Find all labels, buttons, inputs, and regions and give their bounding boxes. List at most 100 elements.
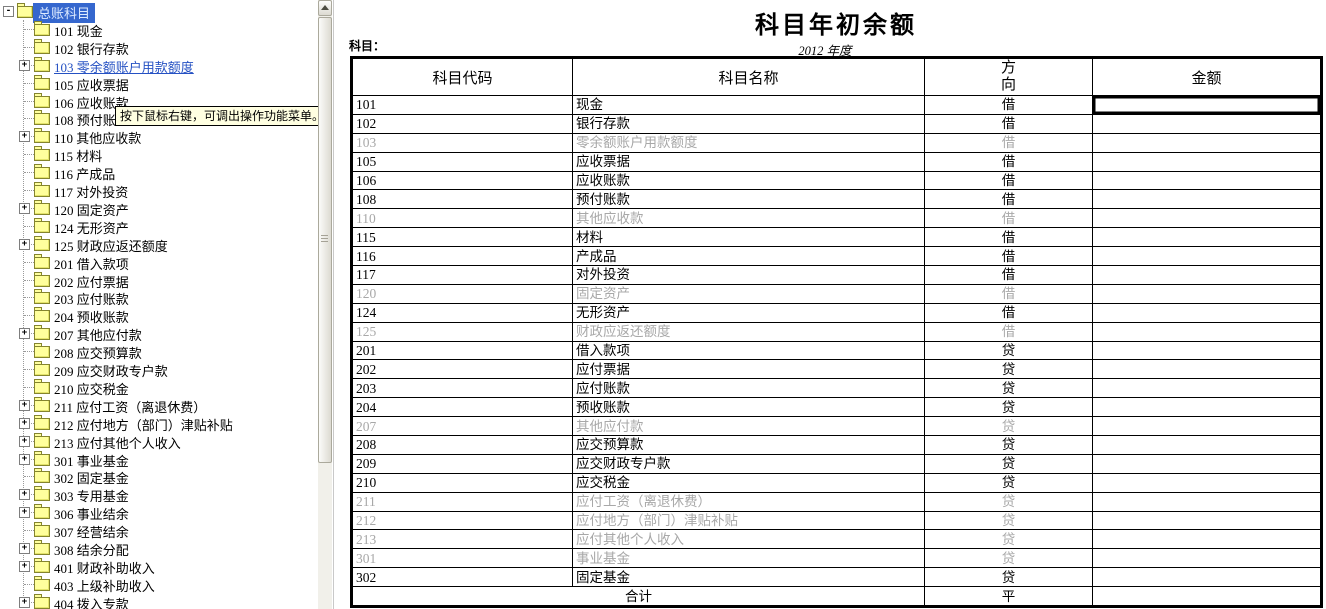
cell-amount[interactable] [1092,189,1322,210]
tree-item-label[interactable]: 208 应交预算款 [54,346,142,362]
cell-amount[interactable] [1092,132,1322,153]
cell-amount[interactable] [1092,529,1322,550]
tree-item-label[interactable]: 203 应付账款 [54,292,129,308]
expand-plus-icon[interactable]: + [19,543,30,554]
expand-plus-icon[interactable]: + [19,507,30,519]
tree-item[interactable]: 208 应交预算款 [0,342,318,362]
tree-vertical-scrollbar[interactable] [318,0,332,609]
cell-amount[interactable] [1092,227,1322,248]
tree-item[interactable]: 307 经营结余 [0,521,318,541]
cell-amount[interactable] [1092,246,1322,267]
tree-item-label[interactable]: 307 经营结余 [54,525,129,541]
tree-item[interactable]: + 110 其他应收款 [0,127,318,147]
tree-item-label[interactable]: 210 应交税金 [54,381,129,397]
cell-amount[interactable] [1092,397,1322,418]
expand-plus-icon[interactable]: + [19,435,30,447]
expand-plus-icon[interactable]: + [19,489,30,501]
tree-item-label[interactable]: 302 固定基金 [54,471,129,487]
tree-item[interactable]: 209 应交财政专户款 [0,360,318,379]
cell-amount[interactable] [1092,378,1322,399]
expand-plus-icon[interactable]: + [19,417,30,429]
panel-splitter[interactable] [333,0,344,609]
tree-item[interactable]: + 401 财政补助收入 [0,557,318,576]
tree-item[interactable]: 102 银行存款 [0,38,318,57]
tree-item-label[interactable]: 404 拨入专款 [54,596,129,609]
expand-plus-icon[interactable]: + [19,131,30,143]
expand-plus-icon[interactable]: + [19,453,30,465]
tree-item[interactable]: 204 预收账款 [0,306,318,326]
tree-item[interactable]: + 213 应付其他个人收入 [0,432,318,451]
expand-plus-icon[interactable]: + [19,202,30,214]
cell-amount[interactable] [1092,510,1322,531]
tree-item[interactable]: 115 材料 [0,145,318,165]
cell-amount[interactable] [1092,170,1322,191]
tree-item-label[interactable]: 101 现金 [54,23,103,39]
tree-item-label[interactable]: 116 产成品 [54,167,116,183]
tree-item-label[interactable]: 125 财政应返还额度 [54,238,168,254]
tree-item-label[interactable]: 106 应收账款 [54,95,129,111]
tree-item[interactable]: + 404 拨入专款 [0,593,318,609]
collapse-minus-icon[interactable]: - [3,6,14,17]
expand-plus-icon[interactable]: + [19,328,30,340]
cell-amount[interactable] [1092,453,1322,474]
expand-plus-icon[interactable]: + [19,59,30,71]
tree-item-label[interactable]: 403 上级补助收入 [54,578,155,594]
tree-item-label[interactable]: 120 固定资产 [54,202,129,218]
tree-item[interactable]: 302 固定基金 [0,467,318,487]
tree-item[interactable]: + 212 应付地方（部门）津贴补贴 [0,414,318,433]
expand-plus-icon[interactable]: + [19,560,30,572]
tree-item[interactable]: + 207 其他应付款 [0,324,318,344]
cell-amount[interactable] [1092,208,1322,229]
tree-item-label[interactable]: 213 应付其他个人收入 [54,435,181,451]
total-amount[interactable] [1092,586,1322,608]
tree-item[interactable]: 108 预付账款 [0,109,318,129]
cell-amount[interactable] [1092,359,1322,380]
cell-amount[interactable] [1092,321,1322,342]
tree-item-label[interactable]: 207 其他应付款 [54,328,142,344]
tree-item[interactable]: + 103 零余额账户用款额度 [0,56,318,75]
tree-item-label[interactable]: 103 零余额账户用款额度 [54,59,194,75]
cell-amount[interactable] [1092,472,1322,493]
expand-plus-icon[interactable]: + [19,238,30,250]
tree-item-label[interactable]: 212 应付地方（部门）津贴补贴 [54,417,233,433]
tree-item[interactable]: 101 现金 [0,20,318,39]
tree-root-label[interactable]: 总账科目 [33,3,96,23]
tree-item[interactable]: + 211 应付工资（离退休费） [0,396,318,415]
expand-plus-icon[interactable]: + [19,399,30,411]
tree-item-label[interactable]: 105 应收票据 [54,77,129,93]
tree-item-label[interactable]: 202 应付票据 [54,274,129,290]
tree-item-label[interactable]: 108 预付账款 [54,113,129,129]
tree-item[interactable]: 403 上级补助收入 [0,575,318,594]
tree-root-item[interactable]: - 总账科目 [0,2,318,23]
tree-item-label[interactable]: 124 无形资产 [54,220,129,236]
cell-amount[interactable] [1092,283,1322,304]
cell-amount[interactable] [1092,567,1322,588]
tree-item[interactable]: + 120 固定资产 [0,199,318,218]
tree-item[interactable]: + 301 事业基金 [0,450,318,469]
tree-item[interactable]: 105 应收票据 [0,74,318,93]
cell-amount[interactable] [1092,416,1322,437]
scroll-up-arrow-icon[interactable] [318,0,332,16]
cell-amount[interactable] [1092,491,1322,512]
tree-item-label[interactable]: 204 预收账款 [54,310,129,326]
tree-item-label[interactable]: 401 财政补助收入 [54,560,155,576]
tree-item-label[interactable]: 117 对外投资 [54,185,129,200]
cell-amount[interactable] [1092,302,1322,323]
tree-item-label[interactable]: 201 借入款项 [54,256,129,272]
tree-item-label[interactable]: 303 专用基金 [54,489,129,505]
tree-item-label[interactable]: 110 其他应收款 [54,131,142,147]
cell-amount[interactable] [1092,151,1322,172]
tree-item[interactable]: 124 无形资产 [0,217,318,236]
cell-amount[interactable] [1092,340,1322,361]
tree-item-label[interactable]: 115 材料 [54,149,103,165]
tree-item-label[interactable]: 301 事业基金 [54,453,129,469]
tree-item[interactable]: 106 应收账款 [0,92,318,111]
tree-item[interactable]: 203 应付账款 [0,288,318,308]
scrollbar-thumb[interactable] [318,17,332,463]
tree-item[interactable]: 117 对外投资 [0,181,318,200]
tree-item[interactable]: 116 产成品 [0,163,318,183]
cell-amount[interactable] [1092,265,1322,285]
tree-item-label[interactable]: 211 应付工资（离退休费） [54,399,207,415]
tree-item[interactable]: 202 应付票据 [0,271,318,290]
tree-item-label[interactable]: 308 结余分配 [54,543,129,558]
